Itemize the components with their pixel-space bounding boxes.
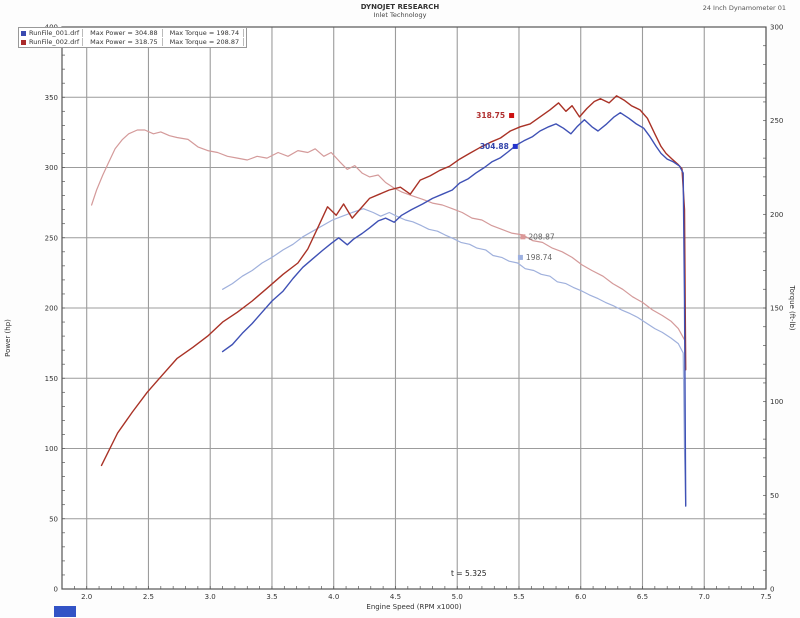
y-axis-title-right: Torque (ft-lb): [788, 285, 796, 331]
legend-file-run2: RunFile_002.drf: [29, 38, 84, 46]
legend-max-torque-run1: Max Torque = 198.74: [166, 29, 245, 37]
legend-row-run1: RunFile_001.drf Max Power = 304.88 Max T…: [21, 29, 245, 37]
annotation-198-74: 198.74: [517, 253, 552, 262]
y-tick-label-left: 200: [45, 305, 58, 313]
y-tick-label-left: 300: [45, 164, 58, 172]
tick-labels: 2.0 2.5 3.0 3.5 4.0 4.5 5.0 5.5 6.0 6.5 7.0 7.50501…: [45, 24, 784, 602]
y-tick-label-left: 350: [45, 94, 58, 102]
x-tick-label: 6.0: [575, 593, 586, 601]
series-curve: [100, 95, 687, 467]
x-tick-label: 3.5: [266, 593, 277, 601]
legend-swatch-blue: [21, 30, 26, 36]
series-curve: [222, 208, 687, 506]
x-axis-title: Engine Speed (RPM x1000): [366, 603, 461, 611]
y-tick-label-left: 0: [54, 586, 58, 594]
x-tick-label: 6.5: [637, 593, 648, 601]
annotation-marker: [509, 113, 515, 119]
legend-max-torque-run2: Max Torque = 208.87: [166, 38, 245, 46]
y-tick-label-left: 100: [45, 445, 58, 453]
y-tick-label-left: 50: [49, 515, 58, 523]
legend-swatch-red: [21, 39, 26, 45]
y-axis-title-left: Power (hp): [4, 319, 12, 357]
y-tick-label-right: 150: [770, 305, 783, 313]
legend-max-power-run2: Max Power = 318.75: [86, 38, 163, 46]
series-curve: [221, 111, 687, 507]
x-tick-label: 3.0: [205, 593, 216, 601]
annotation-label: 304.88: [480, 142, 509, 151]
bottom-left-badge: [54, 606, 76, 617]
annotation-label: t = 5.325: [451, 569, 487, 578]
annotation-318-75: 318.75: [476, 111, 515, 120]
header-right-text: 24 Inch Dynamometer 01: [702, 4, 786, 12]
annotation-t-5-325: t = 5.325: [451, 569, 487, 578]
annotation-marker: [517, 254, 523, 260]
y-tick-label-right: 200: [770, 211, 783, 219]
y-tick-label-left: 250: [45, 234, 58, 242]
x-tick-label: 4.0: [328, 593, 339, 601]
annotation-label: 318.75: [476, 111, 505, 120]
x-tick-label: 2.5: [143, 593, 154, 601]
x-tick-label: 4.5: [390, 593, 401, 601]
x-tick-label: 7.5: [760, 593, 771, 601]
y-tick-label-right: 300: [770, 24, 783, 32]
annotation-marker: [520, 234, 526, 240]
y-tick-label-right: 100: [770, 398, 783, 406]
chart-header: DYNOJET RESEARCH Inlet Technology: [0, 3, 800, 19]
annotation-208-87: 208.87: [520, 232, 555, 241]
series-curve: [90, 129, 686, 341]
legend-max-power-run1: Max Power = 304.88: [86, 29, 163, 37]
x-tick-label: 5.0: [452, 593, 463, 601]
legend: RunFile_001.drf Max Power = 304.88 Max T…: [18, 27, 248, 48]
x-tick-label: 5.5: [513, 593, 524, 601]
legend-file-run1: RunFile_001.drf: [29, 29, 84, 37]
x-tick-label: 2.0: [81, 593, 92, 601]
chart-subtitle: Inlet Technology: [373, 11, 427, 19]
annotation-marker: [512, 143, 518, 149]
plot-border: [61, 26, 767, 590]
annotation-label: 208.87: [528, 232, 554, 241]
y-tick-label-left: 150: [45, 375, 58, 383]
y-tick-label-right: 250: [770, 117, 783, 125]
x-tick-label: 7.0: [699, 593, 710, 601]
legend-row-run2: RunFile_002.drf Max Power = 318.75 Max T…: [21, 38, 245, 46]
annotation-label: 198.74: [526, 253, 552, 262]
y-tick-label-right: 50: [770, 492, 779, 500]
y-tick-label-right: 0: [770, 586, 774, 594]
annotation-304-88: 304.88: [480, 142, 518, 151]
chart-title: DYNOJET RESEARCH: [360, 3, 440, 11]
